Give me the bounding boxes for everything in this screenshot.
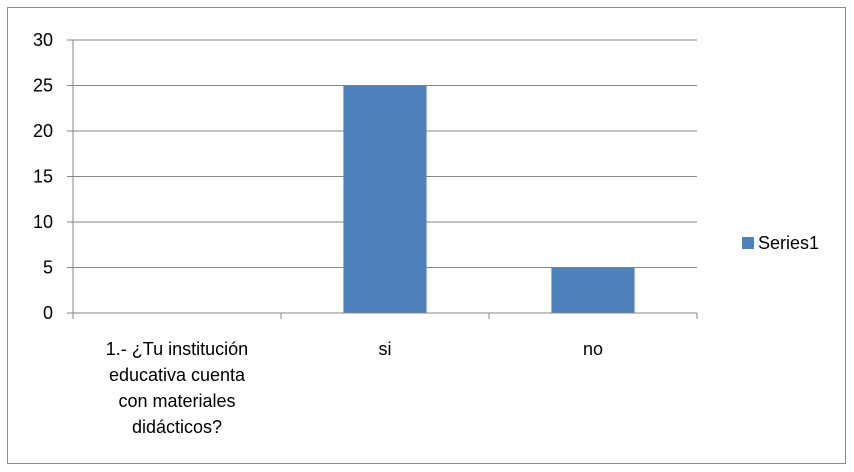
legend-label: Series1 <box>758 233 819 253</box>
y-tick-label: 25 <box>33 76 53 96</box>
x-category-label: no <box>583 339 603 359</box>
x-category-label: si <box>379 339 392 359</box>
y-tick-label: 20 <box>33 121 53 141</box>
bars <box>343 85 635 313</box>
bar-si <box>343 85 427 313</box>
x-category-label: 1.- ¿Tu institución educativa cuenta con m… <box>106 339 248 437</box>
axes <box>67 39 698 319</box>
y-axis-tick-labels: 0 5 10 15 20 25 30 <box>33 30 53 323</box>
legend-swatch <box>742 237 754 249</box>
legend: Series1 <box>742 233 819 253</box>
x-axis-category-labels: 1.- ¿Tu institución educativa cuenta con m… <box>106 339 603 437</box>
y-tick-label: 10 <box>33 212 53 232</box>
bar-no <box>551 267 635 313</box>
y-tick-label: 15 <box>33 167 53 187</box>
y-tick-label: 0 <box>43 303 53 323</box>
y-tick-label: 5 <box>43 258 53 278</box>
y-tick-label: 30 <box>33 30 53 50</box>
